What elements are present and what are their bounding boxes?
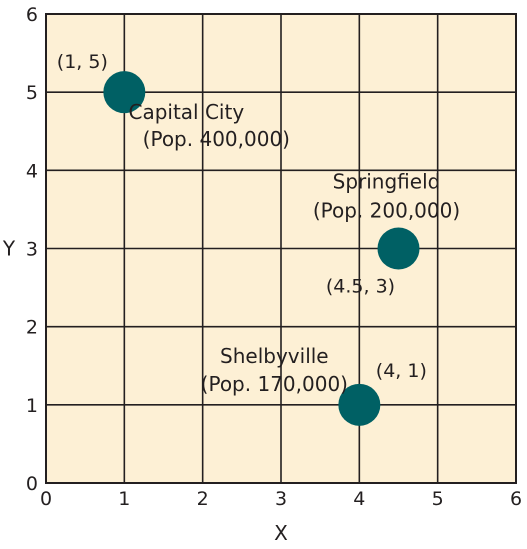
- city-population-label: (Pop. 400,000): [143, 127, 290, 151]
- x-tick-label: 4: [353, 488, 365, 510]
- y-tick-label: 5: [26, 82, 38, 104]
- city-name-label: Shelbyville: [220, 344, 329, 368]
- y-tick-label: 2: [26, 317, 38, 339]
- city-points: (1, 5) Capital City (Pop. 400,000) (4.5, 3)…: [57, 51, 460, 426]
- y-axis-title: Y: [2, 237, 16, 261]
- tick-labels: 0 1 2 3 4 5 6 0 1 2 3 4 5 6: [26, 4, 522, 510]
- city-point-group: (4, 1) Shelbyville (Pop. 170,000): [201, 344, 427, 426]
- x-tick-label: 2: [197, 488, 209, 510]
- city-population-label: (Pop. 200,000): [313, 199, 460, 223]
- x-tick-label: 1: [118, 488, 130, 510]
- coordinate-label: (4, 1): [376, 360, 427, 382]
- y-tick-label: 6: [26, 4, 38, 26]
- plot-frame: [45, 13, 517, 484]
- y-tick-label: 0: [26, 473, 38, 495]
- city-population-label: (Pop. 170,000): [201, 372, 348, 396]
- x-tick-label: 5: [432, 488, 444, 510]
- coordinate-label: (4.5, 3): [326, 276, 395, 298]
- city-name-label: Capital City: [128, 100, 244, 124]
- city-marker: [338, 383, 381, 426]
- y-tick-label: 1: [26, 395, 38, 417]
- city-marker: [377, 227, 420, 270]
- city-marker: [103, 71, 146, 114]
- city-name-label: Springfield: [333, 170, 441, 194]
- x-tick-label: 6: [510, 488, 522, 510]
- x-tick-label: 3: [275, 488, 287, 510]
- coordinate-label: (1, 5): [57, 51, 108, 73]
- x-tick-label: 0: [40, 488, 52, 510]
- y-tick-label: 3: [26, 239, 38, 261]
- city-point-group: (1, 5) Capital City (Pop. 400,000): [57, 51, 290, 151]
- x-axis-title: X: [274, 521, 288, 545]
- city-point-group: (4.5, 3) Springfield (Pop. 200,000): [313, 170, 460, 298]
- y-tick-label: 4: [26, 160, 38, 182]
